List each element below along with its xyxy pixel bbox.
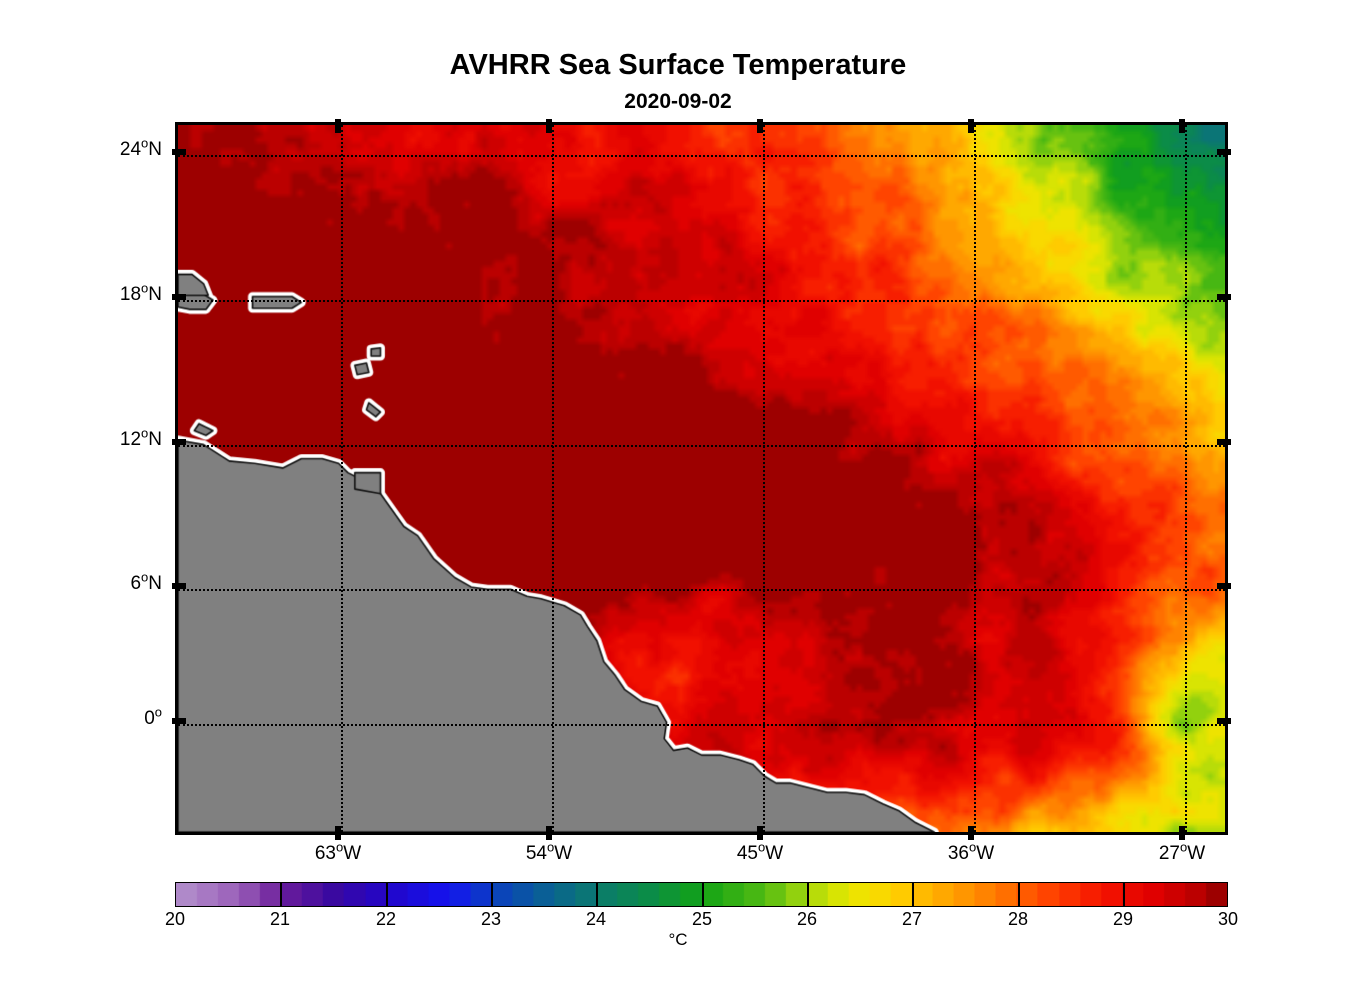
axis-label-lon-45: 45oW [736,839,784,864]
colorbar [175,882,1228,907]
tick-lat-right-0 [1217,718,1231,724]
tick-lon-top-54 [546,119,552,133]
axis-label-lon-63: 63oW [314,839,362,864]
colorbar-tick-25 [702,882,704,907]
axis-label-lon-54: 54oW [525,839,573,864]
date-subtitle: 2020-09-02 [624,90,732,113]
tick-lon-top-45 [757,119,763,133]
tick-lon-bottom-36 [968,826,974,840]
tick-lat-right-12 [1217,439,1231,445]
tick-lon-top-27 [1179,119,1185,133]
tick-lon-top-63 [335,119,341,133]
sst-heatmap-canvas [178,125,1225,832]
colorbar-tick-26 [807,882,809,907]
tick-lat-left-12 [172,439,186,445]
map-plot-area [175,122,1228,835]
colorbar-label-24: 24 [585,909,607,929]
page-title: AVHRR Sea Surface Temperature [449,49,907,81]
tick-lon-bottom-27 [1179,826,1185,840]
tick-lon-bottom-54 [546,826,552,840]
tick-lat-left-0 [172,718,186,724]
tick-lat-left-6 [172,583,186,589]
colorbar-gradient [175,882,1228,907]
colorbar-label-30: 30 [1217,909,1239,929]
axis-label-lat-6: 6oN [130,569,162,594]
colorbar-label-28: 28 [1007,909,1029,929]
title-block: AVHRR Sea Surface Temperature 2020-09-02 [0,48,1356,117]
colorbar-label-23: 23 [480,909,502,929]
colorbar-tick-21 [280,882,282,907]
colorbar-label-25: 25 [691,909,713,929]
tick-lat-right-18 [1217,294,1231,300]
tick-lon-bottom-45 [757,826,763,840]
tick-lat-right-6 [1217,583,1231,589]
tick-lat-right-24 [1217,149,1231,155]
colorbar-unit-label: °C [668,930,688,949]
colorbar-label-21: 21 [269,909,291,929]
tick-lat-left-18 [172,294,186,300]
axis-label-lat-24: 24oN [119,135,162,160]
colorbar-label-20: 20 [164,909,186,929]
axis-label-lon-36: 36oW [947,839,995,864]
tick-lon-top-36 [968,119,974,133]
axis-label-lat-18: 18oN [119,280,162,305]
colorbar-tick-27 [912,882,914,907]
colorbar-tick-24 [596,882,598,907]
colorbar-label-27: 27 [901,909,923,929]
colorbar-tick-23 [491,882,493,907]
colorbar-label-26: 26 [796,909,818,929]
axis-label-lon-27: 27oW [1158,839,1206,864]
colorbar-tick-22 [386,882,388,907]
colorbar-label-22: 22 [375,909,397,929]
colorbar-label-29: 29 [1112,909,1134,929]
colorbar-tick-28 [1018,882,1020,907]
colorbar-tick-29 [1123,882,1125,907]
axis-label-lat-0: 0o [144,704,162,729]
tick-lon-bottom-63 [335,826,341,840]
axis-label-lat-12: 12oN [119,425,162,450]
tick-lat-left-24 [172,149,186,155]
